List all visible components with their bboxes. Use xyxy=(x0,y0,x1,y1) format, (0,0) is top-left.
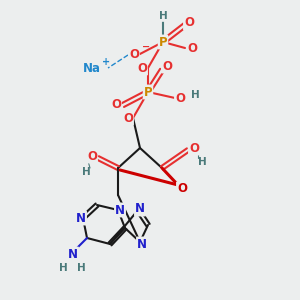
Text: O: O xyxy=(111,98,121,112)
Text: O: O xyxy=(137,61,147,74)
Text: P: P xyxy=(159,35,167,49)
Text: H: H xyxy=(198,157,206,167)
Text: O: O xyxy=(177,182,187,196)
Text: H: H xyxy=(76,263,85,273)
Text: H: H xyxy=(190,90,200,100)
Text: N: N xyxy=(76,212,86,224)
Text: O: O xyxy=(87,149,97,163)
Text: O: O xyxy=(187,41,197,55)
Text: O: O xyxy=(189,142,199,154)
Text: Na: Na xyxy=(83,61,101,74)
Text: H: H xyxy=(58,263,68,273)
Text: P: P xyxy=(144,85,152,98)
Text: N: N xyxy=(135,202,145,215)
Text: H: H xyxy=(82,167,90,177)
Text: O: O xyxy=(129,49,139,62)
Text: −: − xyxy=(142,42,150,52)
Text: O: O xyxy=(184,16,194,29)
Text: +: + xyxy=(102,57,110,67)
Text: N: N xyxy=(137,238,147,250)
Text: N: N xyxy=(68,248,78,260)
Text: H: H xyxy=(159,11,167,21)
Text: N: N xyxy=(115,203,125,217)
Text: O: O xyxy=(162,59,172,73)
Text: O: O xyxy=(123,112,133,124)
Text: O: O xyxy=(175,92,185,104)
